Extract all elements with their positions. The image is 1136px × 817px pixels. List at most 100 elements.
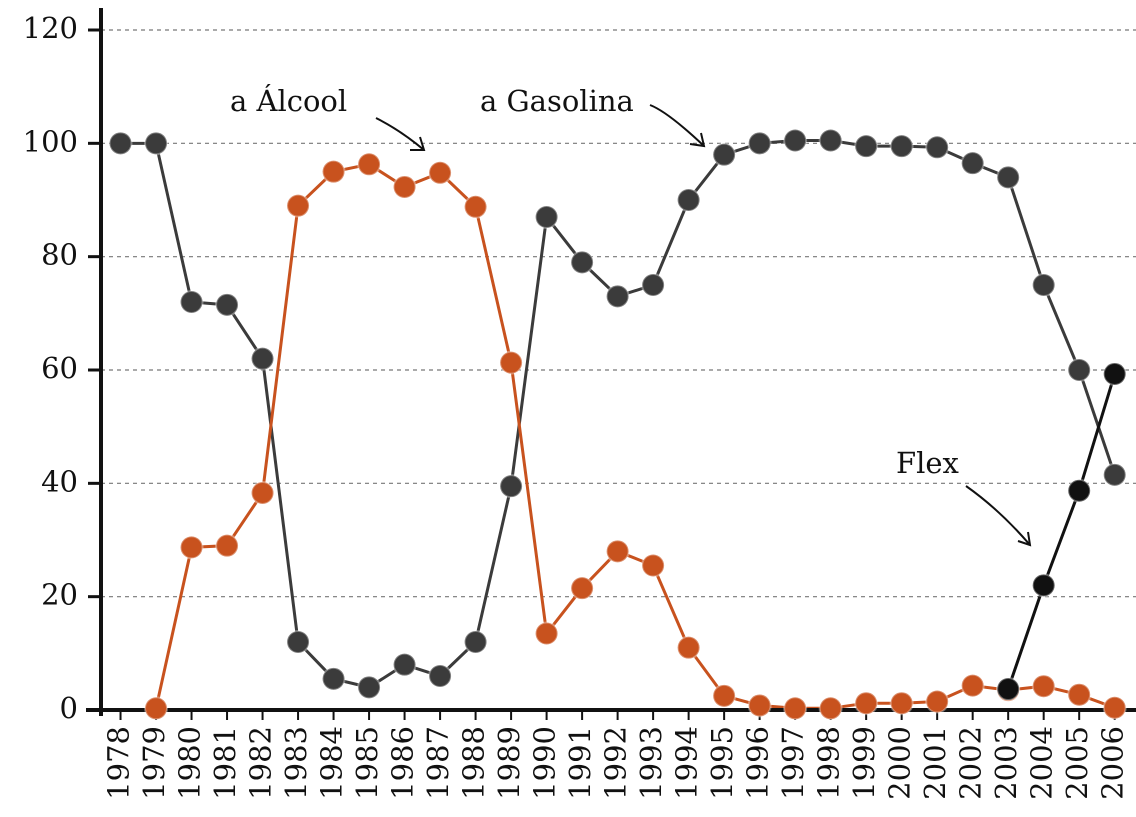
data-point: [357, 152, 382, 177]
data-point: [392, 652, 417, 677]
data-point: [499, 474, 524, 499]
y-tick-label: 80: [41, 238, 78, 272]
data-point: [783, 128, 808, 153]
annotation-arrow: [965, 485, 1032, 547]
data-point: [534, 205, 559, 229]
data-point: [854, 691, 879, 716]
x-tick-label: 1987: [421, 726, 455, 800]
y-tick-label: 100: [23, 124, 78, 158]
x-tick-label: 2001: [918, 726, 952, 800]
data-point: [179, 535, 204, 560]
data-point: [960, 151, 985, 176]
x-tick-label: 1991: [563, 726, 597, 800]
x-tick-label: 2002: [954, 726, 988, 800]
x-tick-label: 2006: [1096, 726, 1130, 800]
data-point: [357, 675, 382, 700]
data-point: [321, 666, 346, 691]
data-point: [996, 677, 1021, 702]
annotation-gasolina: a Gasolina: [480, 84, 634, 118]
annotation-alcool: a Álcool: [230, 83, 347, 118]
data-point: [144, 696, 169, 721]
x-tick-label: 1981: [208, 726, 242, 800]
data-point: [783, 696, 808, 721]
data-point: [392, 174, 417, 199]
x-tick-label: 1980: [173, 726, 207, 800]
x-tick-label: 2004: [1025, 726, 1059, 800]
x-tick-label: 1998: [812, 726, 846, 800]
x-tick-label: 1982: [244, 726, 278, 800]
data-point: [570, 250, 595, 275]
x-tick-label: 1999: [847, 726, 881, 800]
series-line: [1006, 373, 1117, 690]
data-point: [250, 346, 275, 371]
data-point: [641, 273, 666, 297]
x-tick-label: 1995: [705, 726, 739, 800]
data-point: [889, 691, 914, 716]
data-point: [321, 159, 346, 184]
data-point: [1067, 682, 1092, 707]
y-tick-label: 0: [60, 691, 78, 725]
data-point: [428, 160, 453, 185]
series-line: [120, 139, 1117, 689]
data-point: [570, 576, 595, 601]
data-point: [1102, 695, 1127, 720]
data-point: [108, 131, 133, 156]
data-point: [534, 621, 559, 646]
x-tick-label: 1989: [492, 726, 526, 800]
data-point: [463, 630, 488, 654]
data-point: [605, 539, 630, 564]
data-point: [1031, 273, 1056, 297]
x-tick-label: 1990: [528, 726, 562, 800]
x-tick-label: 1978: [102, 726, 136, 800]
data-point: [1031, 573, 1056, 598]
data-point: [179, 290, 204, 314]
data-point: [605, 284, 630, 309]
data-point: [925, 135, 950, 160]
data-point: [818, 128, 843, 153]
x-tick-label: 1994: [670, 726, 704, 800]
data-point: [463, 194, 488, 219]
data-point: [215, 533, 240, 558]
x-tick-label: 1984: [315, 726, 349, 800]
y-tick-label: 40: [41, 464, 78, 498]
y-tick-label: 20: [41, 578, 78, 612]
x-tick-label: 1985: [350, 726, 384, 800]
series-line: [154, 162, 1116, 710]
data-point: [1067, 478, 1092, 503]
data-point: [889, 134, 914, 159]
y-tick-label: 120: [23, 11, 78, 45]
x-tick-label: 2000: [883, 726, 917, 800]
x-tick-label: 1979: [137, 726, 171, 800]
x-tick-label: 1983: [279, 726, 313, 800]
data-point: [286, 630, 311, 654]
y-tick-label: 60: [41, 351, 78, 385]
data-point: [499, 350, 524, 375]
data-point: [854, 134, 879, 159]
x-tick-label: 1996: [741, 726, 775, 800]
data-point: [960, 673, 985, 698]
data-point: [250, 480, 275, 505]
data-point: [712, 683, 737, 708]
data-point: [712, 142, 737, 167]
markers: [108, 128, 1127, 721]
x-tick-label: 1988: [457, 726, 491, 800]
data-point: [1102, 361, 1127, 386]
data-point: [215, 292, 240, 317]
data-point: [1102, 462, 1127, 487]
x-tick-label: 1992: [599, 726, 633, 800]
data-point: [1031, 674, 1056, 699]
x-tick-label: 2005: [1060, 726, 1094, 800]
grid: [88, 28, 1136, 720]
data-point: [747, 693, 772, 718]
data-point: [676, 188, 701, 212]
lines: [120, 139, 1117, 710]
x-tick-label: 1986: [386, 726, 420, 800]
annotation-flex: Flex: [896, 446, 959, 480]
data-point: [996, 165, 1021, 190]
annotation-arrow: [649, 104, 706, 148]
data-point: [676, 635, 701, 660]
data-point: [747, 131, 772, 156]
data-point: [428, 664, 453, 688]
annotation-arrow: [375, 117, 426, 151]
